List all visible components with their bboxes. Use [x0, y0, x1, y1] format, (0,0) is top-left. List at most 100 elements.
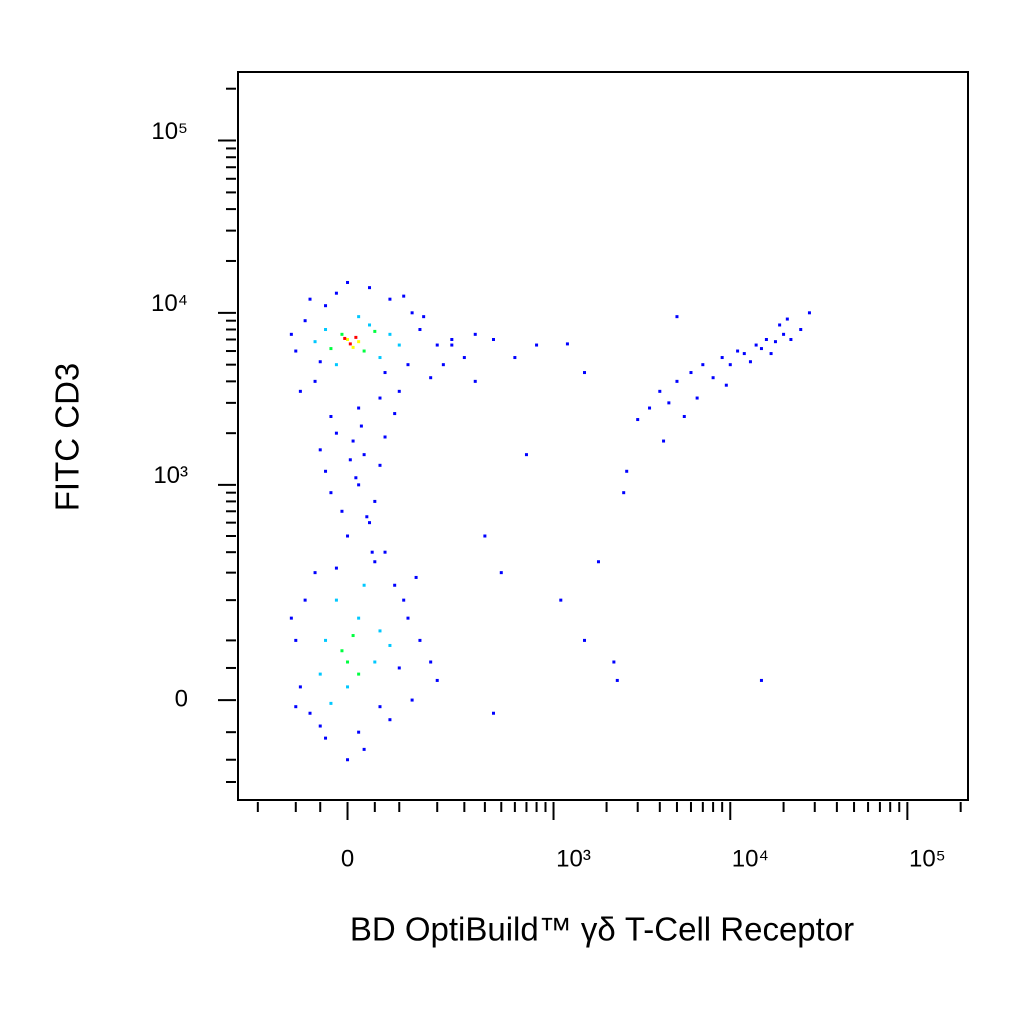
point [334, 566, 338, 570]
point [559, 598, 563, 602]
point [289, 332, 293, 336]
x-tick-label: 10³ [556, 845, 591, 872]
point [596, 560, 600, 564]
point [773, 340, 777, 344]
point [334, 363, 338, 367]
point [329, 491, 333, 495]
point [313, 571, 317, 575]
point [357, 672, 361, 676]
x-tick-label: 0 [341, 845, 354, 872]
point [362, 747, 366, 751]
point [450, 343, 454, 347]
point [748, 360, 752, 364]
point [370, 550, 374, 554]
point [414, 575, 418, 579]
point [491, 337, 495, 341]
point [429, 660, 433, 664]
point [422, 315, 426, 319]
point [357, 483, 361, 487]
point [612, 660, 616, 664]
point [343, 336, 347, 340]
point [334, 291, 338, 295]
point [362, 349, 366, 353]
point [759, 678, 763, 682]
point [329, 347, 333, 351]
point [357, 730, 361, 734]
point [368, 323, 372, 327]
point [340, 332, 344, 336]
point [450, 337, 454, 341]
point [462, 356, 466, 360]
point [378, 463, 382, 467]
point [324, 638, 328, 642]
point [303, 319, 307, 323]
point [736, 349, 740, 353]
point [357, 616, 361, 620]
point [357, 406, 361, 410]
point [329, 701, 333, 705]
point [388, 718, 392, 722]
point [318, 360, 322, 364]
point [373, 499, 377, 503]
point [782, 332, 786, 336]
point [313, 340, 317, 344]
point [368, 521, 372, 525]
point [418, 328, 422, 332]
point [324, 736, 328, 740]
point [583, 638, 587, 642]
x-axis-title: BD OptiBuild™ γδ T-Cell Receptor [350, 911, 854, 948]
point [354, 335, 358, 339]
point [362, 453, 366, 457]
point [298, 685, 302, 689]
point [346, 280, 350, 284]
point [397, 343, 401, 347]
point [583, 371, 587, 375]
point [435, 678, 439, 682]
point [365, 515, 369, 519]
point [324, 469, 328, 473]
y-axis-title: FITC CD3 [49, 363, 86, 512]
x-tick-label: 10⁴ [732, 845, 769, 872]
point [318, 724, 322, 728]
point [294, 705, 298, 709]
point [728, 363, 732, 367]
point [383, 435, 387, 439]
y-tick-label: 10⁴ [151, 290, 188, 317]
point [667, 401, 671, 405]
point [348, 458, 352, 462]
point [334, 431, 338, 435]
point [318, 672, 322, 676]
point [625, 469, 629, 473]
point [724, 383, 728, 387]
point [397, 389, 401, 393]
point [615, 678, 619, 682]
point [662, 439, 666, 443]
point [406, 363, 410, 367]
point [357, 315, 361, 319]
point [324, 304, 328, 308]
point [397, 666, 401, 670]
point [346, 660, 350, 664]
point [346, 685, 350, 689]
point [441, 363, 445, 367]
point [473, 332, 477, 336]
point [778, 323, 782, 327]
point [513, 356, 517, 360]
point [294, 349, 298, 353]
point [435, 343, 439, 347]
point [308, 297, 312, 301]
point [340, 509, 344, 513]
point [351, 345, 355, 349]
point [378, 629, 382, 633]
point [388, 332, 392, 336]
point [334, 598, 338, 602]
point [410, 698, 414, 702]
point [378, 705, 382, 709]
point [289, 616, 293, 620]
x-tick-label: 10⁵ [909, 845, 946, 872]
point [346, 758, 350, 762]
point [346, 534, 350, 538]
point [689, 371, 693, 375]
point [636, 418, 640, 422]
